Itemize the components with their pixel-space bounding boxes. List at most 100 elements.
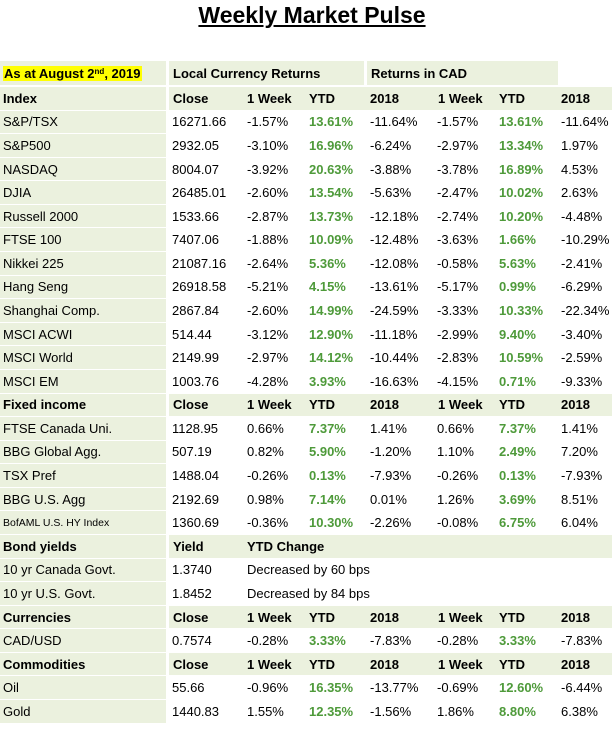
cell-cad-2018: 1.41% xyxy=(558,417,612,441)
table-row: Hang Seng 26918.58 -5.21% 4.15% -13.61% -5.17… xyxy=(0,275,612,300)
cell-cad-week: -0.69% xyxy=(434,676,497,701)
cell-cad-ytd: 3.33% xyxy=(496,629,559,653)
cell-week: 0.82% xyxy=(244,441,306,465)
cell-close: 1533.66 xyxy=(169,205,244,229)
cell-week: -1.57% xyxy=(244,111,306,135)
page-title: Weekly Market Pulse xyxy=(198,2,426,28)
cell-cad-week: -1.57% xyxy=(434,111,497,135)
cell-ytd: 4.15% xyxy=(306,276,368,300)
cell-cad-week: -4.15% xyxy=(434,370,497,394)
cad-returns-header: Returns in CAD xyxy=(367,61,559,87)
cell-close: 26918.58 xyxy=(169,276,244,300)
cell-week: -0.96% xyxy=(244,676,306,701)
cell-close: 2932.05 xyxy=(169,134,244,158)
fixed-income-header-row: Fixed income Close 1 Week YTD 2018 1 Week YTD 2… xyxy=(0,393,612,418)
table-row: MSCI EM 1003.76 -4.28% 3.93% -16.63% -4.15% 0.… xyxy=(0,369,612,394)
cell-cad-2018: -3.40% xyxy=(558,323,612,347)
cell-close: 55.66 xyxy=(169,676,244,701)
section-label: Index xyxy=(0,87,169,111)
cell-cad-2018: -2.41% xyxy=(558,252,612,276)
cell-ytd-change: Decreased by 84 bps xyxy=(244,582,435,606)
column-header: Close xyxy=(169,652,244,677)
cell-y2018: -10.44% xyxy=(367,346,435,370)
cell-ytd: 12.90% xyxy=(306,323,368,347)
cell-y2018: -24.59% xyxy=(367,299,435,323)
column-header: Close xyxy=(169,605,244,630)
cell-cad-ytd: 1.66% xyxy=(496,228,559,253)
column-header: 1 Week xyxy=(434,87,497,111)
cell-week: -2.97% xyxy=(244,346,306,370)
cell-cad-2018: 4.53% xyxy=(558,158,612,182)
cell-close: 1128.95 xyxy=(169,417,244,441)
cell-week: -3.92% xyxy=(244,158,306,182)
cell-cad-ytd: 16.89% xyxy=(496,158,559,182)
column-header: Close xyxy=(169,87,244,111)
column-header: Close xyxy=(169,393,244,418)
cell-cad-ytd: 2.49% xyxy=(496,441,559,465)
column-header: 1 Week xyxy=(434,652,497,677)
cell-y2018: -12.48% xyxy=(367,228,435,253)
cell-y2018: -12.08% xyxy=(367,252,435,276)
column-header: 2018 xyxy=(558,652,612,677)
cell-y2018: -7.93% xyxy=(367,464,435,488)
cell-close: 1440.83 xyxy=(169,700,244,724)
table-row: CAD/USD 0.7574 -0.28% 3.33% -7.83% -0.28% 3.33… xyxy=(0,629,612,653)
cell-week: 0.98% xyxy=(244,488,306,512)
cell-ytd: 14.99% xyxy=(306,299,368,323)
cell-y2018: 0.01% xyxy=(367,488,435,512)
commodities-header-row: Commodities Close 1 Week YTD 2018 1 Week YTD 20… xyxy=(0,652,612,677)
index-header-row: Index Close 1 Week YTD 2018 1 Week YTD 2018 xyxy=(0,87,612,111)
cell-cad-week: 1.26% xyxy=(434,488,497,512)
column-header: 1 Week xyxy=(434,605,497,630)
cell-cad-week: 1.10% xyxy=(434,441,497,465)
cell-cad-week: 1.86% xyxy=(434,700,497,724)
column-header: 1 Week xyxy=(244,87,306,111)
row-label: BBG Global Agg. xyxy=(0,440,169,465)
cell-week: -5.21% xyxy=(244,276,306,300)
column-header: 1 Week xyxy=(244,605,306,630)
cell-cad-ytd: 6.75% xyxy=(496,511,559,535)
cell-cad-ytd: 7.37% xyxy=(496,417,559,441)
cell-close: 1488.04 xyxy=(169,464,244,488)
cell-y2018: -2.26% xyxy=(367,511,435,535)
row-label: BBG U.S. Agg xyxy=(0,487,169,512)
cell-cad-2018: -4.48% xyxy=(558,205,612,229)
column-header: 1 Week xyxy=(244,393,306,418)
cell-cad-2018: -7.93% xyxy=(558,464,612,488)
cell-cad-week: -3.33% xyxy=(434,299,497,323)
table-row: FTSE Canada Uni. 1128.95 0.66% 7.37% 1.41% 0.… xyxy=(0,417,612,441)
table-row: BofAML U.S. HY Index 1360.69 -0.36% 10.30% -… xyxy=(0,511,612,535)
cell-ytd: 0.13% xyxy=(306,464,368,488)
cell-y2018: -1.56% xyxy=(367,700,435,724)
cell-week: -2.60% xyxy=(244,181,306,205)
cell-cad-ytd: 12.60% xyxy=(496,676,559,701)
row-label: Hang Seng xyxy=(0,275,169,300)
cell-ytd: 20.63% xyxy=(306,158,368,182)
cell-ytd: 10.30% xyxy=(306,511,368,535)
row-label: Gold xyxy=(0,700,169,724)
cell-close: 2867.84 xyxy=(169,299,244,323)
cell-ytd: 7.37% xyxy=(306,417,368,441)
cell-close: 8004.07 xyxy=(169,158,244,182)
cell-close: 21087.16 xyxy=(169,252,244,276)
cell-cad-2018: -22.34% xyxy=(558,299,612,323)
row-label: MSCI EM xyxy=(0,369,169,394)
bond-yields-header-row: Bond yields Yield YTD Change xyxy=(0,534,612,559)
column-header: YTD xyxy=(496,393,559,418)
cell-cad-ytd: 9.40% xyxy=(496,323,559,347)
cell-ytd: 13.73% xyxy=(306,205,368,229)
cell-week: 1.55% xyxy=(244,700,306,724)
column-header: YTD xyxy=(306,605,368,630)
cell-yield: 1.8452 xyxy=(169,582,244,606)
cell-close: 2149.99 xyxy=(169,346,244,370)
column-header: 2018 xyxy=(367,393,435,418)
local-returns-header: Local Currency Returns xyxy=(169,61,368,87)
cell-cad-2018: -11.64% xyxy=(558,111,612,135)
cell-y2018: -6.24% xyxy=(367,134,435,158)
cell-cad-week: -0.08% xyxy=(434,511,497,535)
cell-week: 0.66% xyxy=(244,417,306,441)
cell-close: 16271.66 xyxy=(169,111,244,135)
cell-cad-week: -2.97% xyxy=(434,134,497,158)
section-label: Fixed income xyxy=(0,393,169,418)
table-row: TSX Pref 1488.04 -0.26% 0.13% -7.93% -0.26% 0.… xyxy=(0,464,612,488)
